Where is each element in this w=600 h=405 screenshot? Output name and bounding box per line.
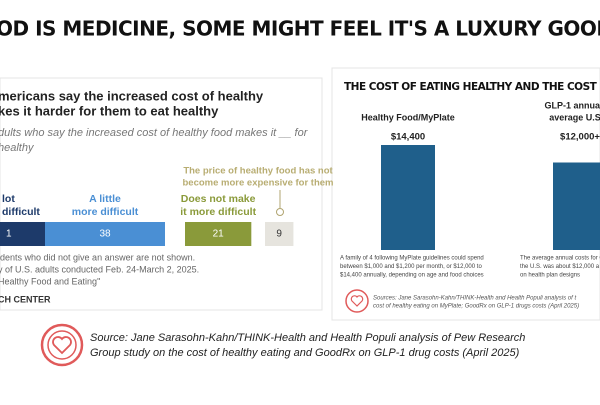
- bar: [265, 222, 294, 246]
- panel-subtitle: dults who say the increased cost of heal…: [0, 127, 309, 139]
- bar-label: it more difficult: [180, 206, 256, 218]
- bar-label: A little: [89, 193, 121, 205]
- bar: [45, 222, 165, 246]
- bar-label: more difficult: [72, 206, 139, 218]
- annotation-dot: [276, 208, 284, 216]
- bar-description: $14,400 annually, depending on age and f…: [340, 273, 484, 279]
- annotation: become more expensive for them: [183, 178, 334, 189]
- note: idents who did not give an answer are no…: [0, 252, 195, 262]
- bar-value: 21: [213, 229, 225, 240]
- note: CH CENTER: [0, 294, 51, 304]
- left-card: [0, 77, 323, 311]
- big-logo: [40, 323, 84, 367]
- panel-subtitle: healthy: [0, 142, 35, 154]
- note: y of U.S. adults conducted Feb. 24-March…: [0, 264, 199, 274]
- panel-title: mericans say the increased cost of healt…: [0, 88, 264, 103]
- first-bar: [0, 222, 45, 246]
- panel-title: kes it harder for them to eat healthy: [0, 103, 219, 118]
- headline: OD IS MEDICINE, SOME MIGHT FEEL IT'S A L…: [0, 17, 600, 41]
- footer-source: Group study on the cost of healthy eatin…: [90, 347, 520, 359]
- footer-source: Source: Jane Sarasohn-Kahn/THINK-Health …: [90, 332, 525, 344]
- bar-description: A family of 4 following MyPlate guidelin…: [340, 256, 484, 262]
- bar-label: Healthy Food/MyPlate: [361, 112, 455, 122]
- bar-value: 1: [6, 229, 12, 240]
- bar: [553, 162, 600, 250]
- small-logo: [345, 289, 369, 313]
- bar-description: on health plan designs: [520, 273, 580, 279]
- panel-source: Sources: Jane Sarasohn-Kahn/THINK-Health…: [373, 296, 576, 302]
- bar: [381, 145, 435, 250]
- bar-value: 9: [276, 229, 282, 240]
- note: Healthy Food and Eating": [0, 276, 100, 286]
- bar-label: average U.S. 2: [549, 112, 600, 122]
- annotation: The price of healthy food has not: [183, 166, 333, 177]
- panel-source: cost of healthy eating on MyPlate; GoodR…: [373, 304, 579, 310]
- bar: [185, 222, 252, 246]
- bar-label: Does not make: [181, 193, 256, 205]
- bar-description: The average annual costs for G: [520, 256, 600, 262]
- bar-value-label: $12,000+: [560, 132, 600, 143]
- bar-label: difficult: [2, 206, 40, 218]
- bar-value-label: $14,400: [391, 132, 425, 143]
- panel-title: THE COST OF EATING HEALTHY AND THE COST …: [344, 81, 600, 93]
- bar-label: GLP-1 annual co: [544, 100, 600, 110]
- bar-label: lot: [2, 193, 15, 205]
- bar-value: 38: [99, 229, 111, 240]
- bar-description: between $1,000 and $1,200 per month, or …: [340, 264, 482, 270]
- bar-description: the U.S. was about $12,000 a: [520, 264, 600, 270]
